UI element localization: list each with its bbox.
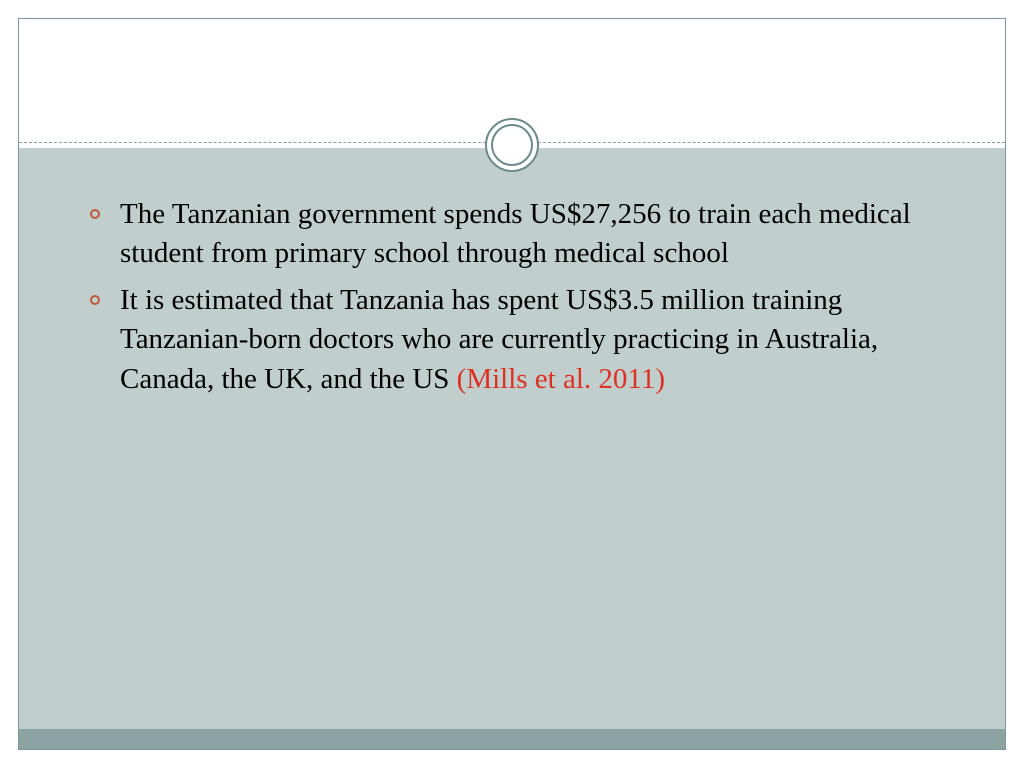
bullet-marker-icon bbox=[90, 209, 100, 219]
circle-ornament-icon bbox=[485, 118, 539, 172]
list-item: The Tanzanian government spends US$27,25… bbox=[90, 195, 969, 273]
bullet-body: The Tanzanian government spends US$27,25… bbox=[120, 198, 911, 269]
list-item: It is estimated that Tanzania has spent … bbox=[90, 281, 969, 398]
bullet-text: It is estimated that Tanzania has spent … bbox=[120, 281, 969, 398]
slide: The Tanzanian government spends US$27,25… bbox=[0, 0, 1024, 768]
bullet-list: The Tanzanian government spends US$27,25… bbox=[90, 195, 969, 407]
bullet-marker-icon bbox=[90, 295, 100, 305]
bullet-citation: (Mills et al. 2011) bbox=[457, 363, 665, 395]
bottom-bar bbox=[19, 729, 1005, 749]
bullet-text: The Tanzanian government spends US$27,25… bbox=[120, 195, 969, 273]
